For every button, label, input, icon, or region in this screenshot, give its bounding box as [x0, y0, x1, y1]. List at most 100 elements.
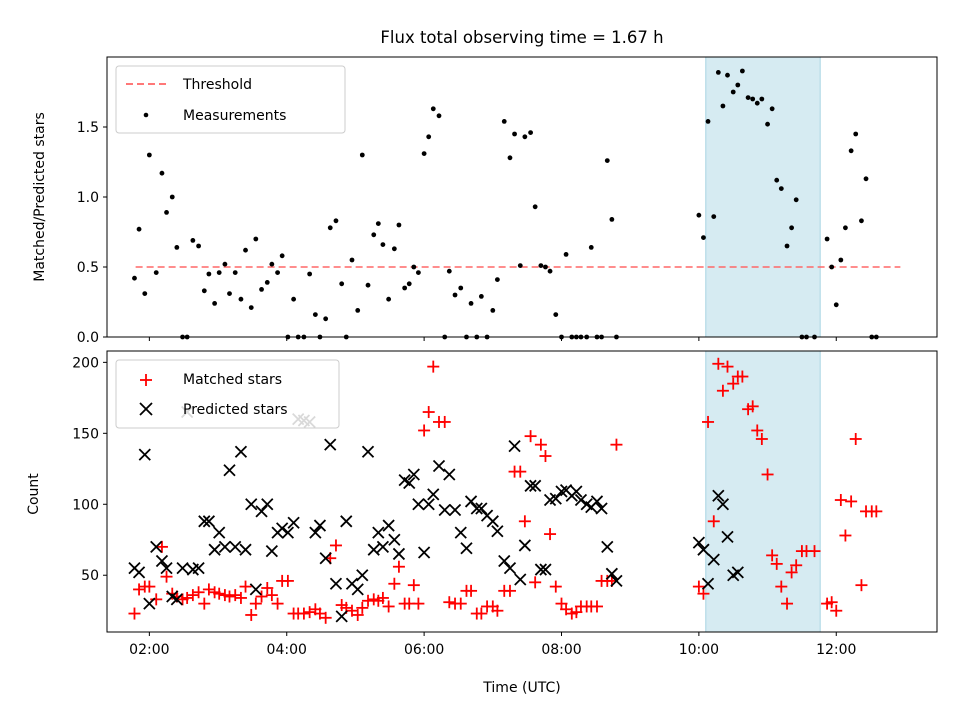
measurement-point [402, 285, 408, 291]
predicted-star-point [234, 445, 248, 458]
measurement-point [507, 155, 513, 161]
matched-star-point [825, 596, 838, 609]
matched-star-point [707, 515, 720, 528]
measurement-point [269, 261, 275, 267]
legend-predicted-swatch [139, 402, 153, 416]
matched-star-point [186, 589, 199, 602]
measurement-point [212, 301, 218, 306]
measurement-point [206, 271, 212, 277]
measurement-point [720, 103, 726, 109]
predicted-star-point [198, 515, 211, 528]
predicted-star-point [265, 544, 278, 558]
predicted-star-point [276, 522, 289, 535]
top-legend: Threshold Measurements [115, 65, 346, 134]
predicted-star-point [392, 547, 406, 561]
predicted-star-point [610, 574, 623, 588]
measurement-point [386, 296, 392, 302]
measurement-point [279, 253, 285, 259]
predicted-star-point [464, 495, 478, 508]
measurement-point [391, 246, 397, 252]
measurement-point [604, 158, 610, 164]
measurement-point [430, 106, 436, 112]
matched-star-point [503, 584, 516, 597]
measurement-point [216, 270, 222, 275]
measurement-point [153, 270, 159, 275]
predicted-star-point [549, 492, 562, 505]
predicted-star-point [731, 566, 744, 579]
measurement-point [478, 294, 484, 299]
predicted-star-point [376, 540, 390, 553]
ytick-label: 50 [81, 568, 99, 584]
matched-star-point [692, 580, 705, 593]
measurement-point [528, 130, 533, 136]
predicted-star-point [534, 563, 548, 576]
matched-star-point [746, 400, 759, 413]
measurement-point [446, 268, 452, 274]
measurement-point [538, 263, 544, 268]
measurement-point [829, 264, 835, 270]
measurement-point [543, 264, 548, 270]
predicted-star-point [491, 525, 504, 538]
matched-star-point [422, 406, 435, 419]
predicted-star-point [351, 583, 364, 596]
matched-star-point [128, 607, 141, 620]
measurement-point [588, 245, 594, 250]
ytick-label: 200 [72, 355, 99, 371]
measurement-point [735, 82, 741, 88]
predicted-star-point [498, 554, 511, 568]
predicted-star-point [132, 566, 146, 579]
measurement-point [458, 285, 464, 291]
measurement-point [436, 113, 442, 119]
predicted-star-point [524, 479, 537, 492]
measurement-point [793, 197, 799, 203]
measurement-point [380, 242, 386, 248]
measurement-point [494, 277, 500, 282]
measurement-point [253, 236, 259, 242]
matched-star-point [716, 384, 729, 397]
ytick-label: 1.5 [77, 120, 99, 136]
predicted-star-point [570, 485, 583, 498]
matched-star-point [845, 495, 858, 508]
measurement-point [190, 238, 196, 243]
legend-matched-swatch [140, 374, 152, 386]
measurement-point [824, 236, 830, 242]
predicted-star-point [261, 498, 274, 511]
bottom-xticks: 02:00 04:00 06:00 08:00 10:00 12:00 [129, 632, 856, 658]
bottom-axes: 50 100 150 200 02:00 04:00 06:00 08:00 10:00 12:… [26, 350, 938, 696]
measurement-point [426, 134, 432, 140]
predicted-star-point [470, 502, 483, 515]
predicted-star-point [176, 561, 189, 575]
predicted-star-point [508, 439, 521, 453]
measurement-point [323, 316, 329, 322]
matched-star-point [412, 597, 425, 610]
xtick-label: 02:00 [129, 642, 169, 658]
matched-star-point [143, 580, 156, 593]
matched-stars-series [128, 357, 883, 624]
top-legend-box [115, 65, 346, 134]
matched-star-point [223, 590, 236, 603]
measurement-point [136, 226, 142, 232]
ytick-label: 1.0 [77, 190, 99, 206]
matched-star-point [751, 424, 764, 437]
predicted-star-point [335, 610, 348, 623]
matched-star-point [388, 577, 401, 590]
measurement-point [759, 96, 765, 102]
predicted-star-point [422, 498, 435, 511]
legend-threshold-label: Threshold [182, 77, 252, 93]
predicted-star-point [249, 583, 262, 596]
matched-star-point [382, 600, 395, 613]
measurement-point [863, 176, 869, 182]
measurement-point [421, 151, 427, 157]
measurement-point [750, 96, 756, 102]
matched-star-point [155, 540, 168, 553]
matched-star-point [839, 529, 852, 542]
matched-star-point [549, 580, 562, 593]
matched-star-point [712, 357, 725, 370]
measurement-point [859, 218, 864, 224]
predicted-star-point [427, 488, 440, 501]
matched-star-point [834, 494, 847, 507]
predicted-star-point [319, 552, 332, 565]
chart-title: Flux total observing time = 1.67 h [380, 28, 663, 47]
measurement-point [848, 148, 854, 154]
bottom-ylabel: Count [26, 473, 42, 515]
